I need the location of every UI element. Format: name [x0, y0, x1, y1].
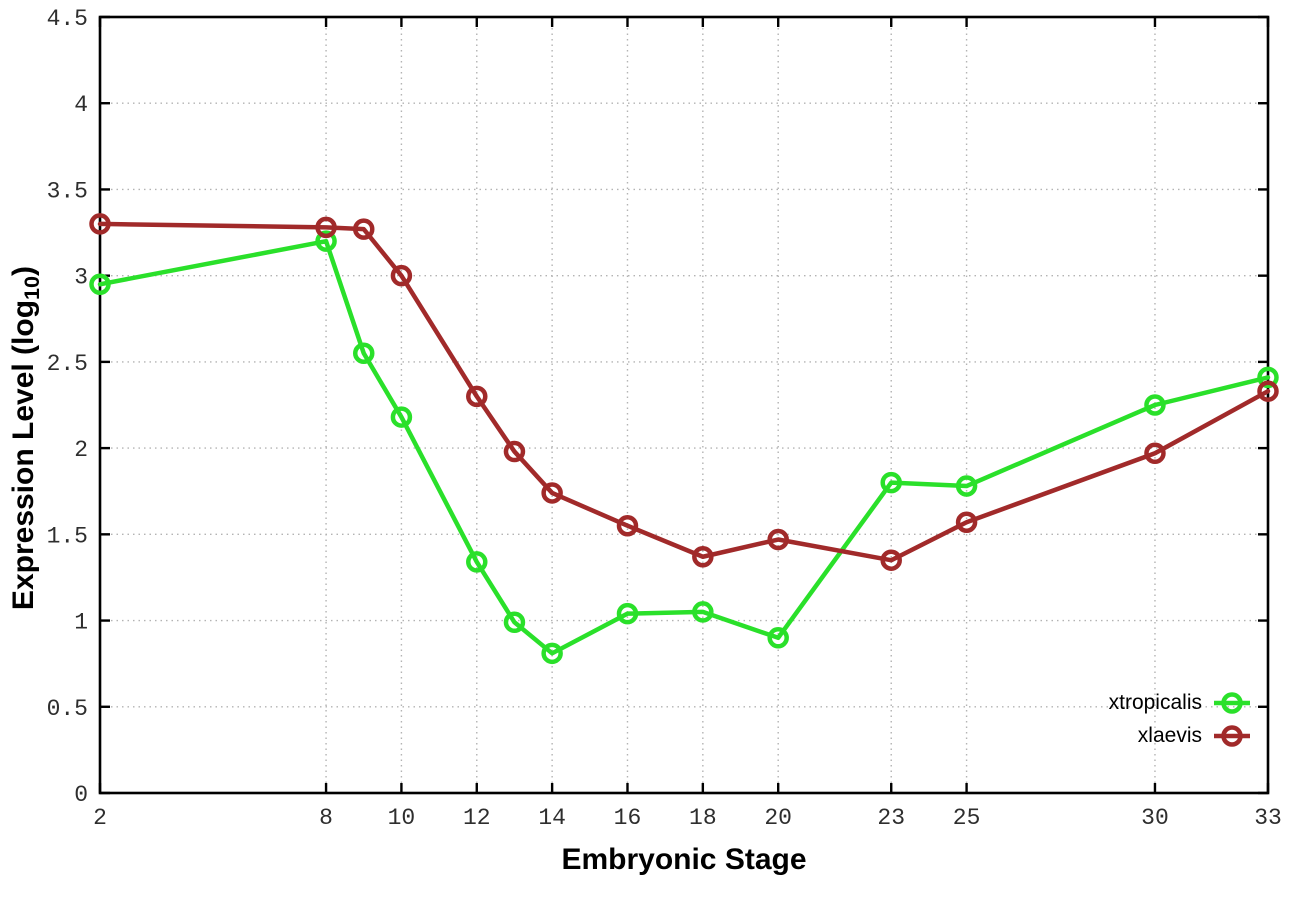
x-tick-label: 18: [689, 805, 717, 831]
data-point-xlaevis-stage-20: [767, 528, 789, 551]
data-point-xtropicalis-stage-16: [616, 602, 639, 625]
data-point-xlaevis-stage-30: [1144, 442, 1166, 465]
y-tick-label: 4: [74, 92, 88, 118]
x-tick-label: 30: [1141, 805, 1169, 831]
x-tick-label: 16: [614, 805, 642, 831]
data-point-xtropicalis-stage-33: [1257, 366, 1279, 389]
x-tick-label: 12: [463, 805, 491, 831]
y-tick-label: 0: [74, 782, 88, 808]
data-point-xlaevis-stage-25: [955, 511, 978, 534]
data-point-xtropicalis-stage-8: [315, 230, 337, 252]
x-tick-label: 2: [93, 805, 107, 831]
legend-label-xlaevis: xlaevis: [1137, 723, 1202, 747]
legend-marker-icon-xlaevis: [1214, 724, 1250, 747]
data-point-xlaevis-stage-13: [503, 440, 526, 463]
data-point-xlaevis-stage-33: [1257, 380, 1279, 402]
data-point-xlaevis-stage-2: [89, 213, 111, 235]
data-point-xtropicalis-stage-12: [466, 551, 488, 573]
data-point-xlaevis-stage-18: [692, 546, 714, 568]
x-tick-label: 33: [1254, 805, 1282, 831]
legend-row-xlaevis: xlaevis: [1109, 719, 1252, 752]
y-tick-label: 2.5: [47, 351, 88, 377]
y-axis-title-suffix: ): [7, 265, 40, 276]
data-point-xtropicalis-stage-18: [692, 601, 714, 623]
y-tick-label: 1: [74, 610, 88, 636]
data-point-xtropicalis-stage-10: [390, 406, 413, 428]
x-tick-label: 14: [538, 805, 566, 831]
legend-row-xtropicalis: xtropicalis: [1109, 686, 1252, 719]
y-tick-label: 0.5: [47, 696, 88, 722]
data-point-xtropicalis-stage-9: [352, 342, 375, 365]
x-tick-label: 10: [388, 805, 416, 831]
data-point-xtropicalis-stage-13: [503, 611, 526, 634]
y-axis-title: Expression Level (log10): [6, 158, 45, 718]
series-line-xlaevis: [97, 221, 1271, 563]
data-point-xtropicalis-stage-2: [89, 273, 111, 296]
y-tick-label: 3: [74, 265, 88, 291]
plot-border: [98, 15, 1270, 795]
legend: xtropicalis xlaevis: [1109, 686, 1252, 752]
data-point-xtropicalis-stage-30: [1144, 394, 1166, 416]
x-tick-label: 20: [764, 805, 792, 831]
y-tick-label: 3.5: [47, 178, 88, 204]
data-point-xlaevis-stage-10: [390, 264, 413, 287]
data-point-xlaevis-stage-9: [352, 218, 375, 240]
data-point-xlaevis-stage-8: [315, 216, 337, 239]
y-axis-title-text: Expression Level (log: [7, 299, 40, 611]
data-point-xlaevis-stage-14: [541, 482, 563, 504]
data-point-xtropicalis-stage-14: [541, 642, 563, 665]
legend-label-xtropicalis: xtropicalis: [1108, 690, 1202, 714]
data-point-xlaevis-stage-12: [466, 385, 488, 408]
data-point-xtropicalis-stage-25: [955, 475, 978, 497]
y-axis-title-subscript: 10: [19, 275, 45, 300]
x-axis-title: Embryonic Stage: [561, 843, 807, 876]
y-tick-label: 1.5: [47, 523, 88, 549]
y-tick-label: 4.5: [47, 6, 88, 32]
data-point-xlaevis-stage-16: [616, 514, 639, 537]
y-tick-label: 2: [74, 437, 88, 463]
x-tick-label: 25: [953, 805, 981, 831]
data-point-xlaevis-stage-23: [880, 549, 902, 571]
data-point-xtropicalis-stage-23: [880, 471, 902, 494]
x-tick-label: 23: [877, 805, 905, 831]
data-point-xtropicalis-stage-20: [767, 627, 789, 649]
legend-marker-icon-xtropicalis: [1214, 691, 1250, 714]
series-line-xtropicalis: [97, 238, 1271, 656]
x-tick-label: 8: [319, 805, 333, 831]
